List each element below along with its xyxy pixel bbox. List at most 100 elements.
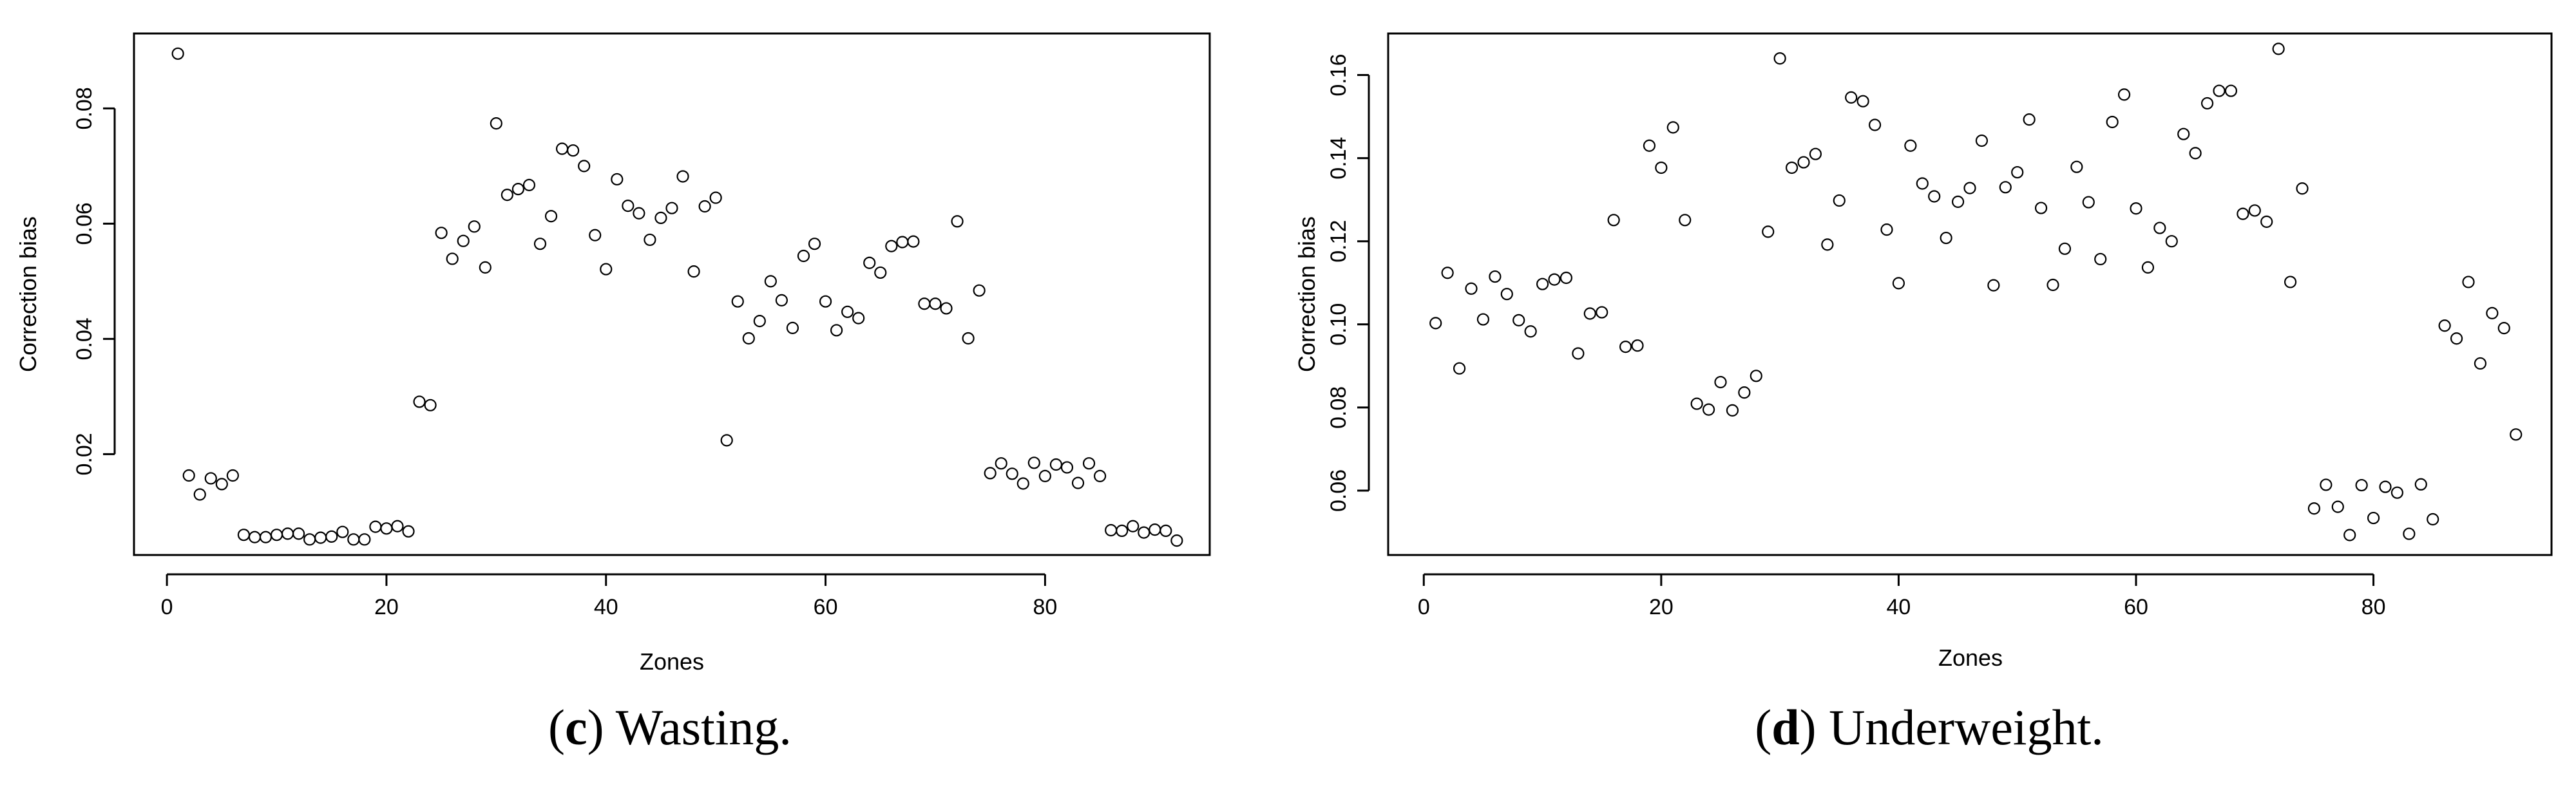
data-point: [2177, 127, 2190, 140]
data-point: [1762, 225, 1775, 238]
y-axis-label: Correction bias: [15, 216, 41, 372]
data-point: [2390, 486, 2404, 499]
x-axis: 0 20 40 60 80: [1418, 573, 2385, 619]
data-point: [2427, 513, 2439, 526]
data-point: [633, 207, 645, 220]
data-point: [698, 200, 711, 213]
data-point: [555, 142, 569, 155]
data-point: [1951, 195, 1965, 208]
data-point: [457, 234, 470, 247]
data-point: [1093, 469, 1107, 482]
data-point: [2082, 196, 2095, 209]
data-point: [2367, 511, 2380, 525]
data-point: [1572, 347, 1585, 360]
data-point: [622, 200, 634, 212]
data-point: [2450, 332, 2463, 345]
data-point: [2058, 242, 2072, 255]
data-point: [830, 324, 843, 337]
data-point: [951, 215, 964, 228]
data-point: [1702, 403, 1715, 416]
data-point: [2224, 84, 2238, 97]
data-point: [1679, 214, 1692, 227]
data-point: [753, 315, 766, 328]
data-point: [720, 434, 733, 447]
data-point: [1560, 271, 1573, 285]
data-point: [314, 531, 327, 544]
data-point: [896, 236, 909, 249]
data-point: [1082, 457, 1096, 470]
data-point: [1512, 314, 1525, 326]
data-point: [2248, 204, 2261, 217]
data-point: [391, 520, 404, 532]
data-point: [402, 525, 415, 538]
data-point: [2011, 165, 2024, 179]
data-point: [2343, 529, 2356, 541]
data-point: [1940, 231, 1952, 245]
data-point: [1892, 277, 1905, 290]
data-point: [1453, 362, 1466, 375]
x-tick-label: 40: [1887, 595, 1911, 619]
data-point: [1738, 386, 1751, 399]
data-point: [511, 183, 525, 196]
data-point: [248, 531, 262, 543]
data-point: [1963, 182, 1976, 194]
data-point: [2070, 160, 2083, 173]
data-point: [2213, 84, 2226, 97]
data-point: [1785, 161, 1798, 174]
data-point: [644, 233, 656, 247]
data-point: [1524, 325, 1537, 338]
data-point: [2438, 319, 2451, 332]
data-point: [2284, 276, 2297, 288]
x-tick-label: 0: [161, 595, 173, 619]
data-point: [687, 265, 700, 278]
data-point: [2272, 42, 2285, 55]
x-tick-label: 20: [374, 595, 399, 619]
data-point: [885, 240, 898, 252]
data-point: [2486, 306, 2499, 319]
data-point: [1690, 397, 1703, 410]
data-point: [215, 478, 228, 491]
data-point: [808, 238, 821, 250]
data-point: [1631, 339, 1644, 352]
data-point: [1149, 523, 1161, 536]
data-point: [303, 533, 316, 546]
data-point: [1714, 375, 1727, 389]
x-tick-label: 40: [594, 595, 618, 619]
data-point: [380, 522, 393, 535]
data-point: [2189, 147, 2202, 160]
data-point: [171, 47, 184, 60]
data-point: [270, 529, 283, 541]
data-point: [2462, 276, 2475, 288]
data-point: [841, 305, 854, 318]
data-point: [1027, 456, 1040, 469]
data-point: [852, 312, 865, 324]
x-tick-label: 20: [1649, 595, 1674, 619]
data-point: [2510, 428, 2523, 441]
data-point: [665, 202, 678, 214]
data-point: [226, 469, 239, 482]
data-point: [1441, 267, 1454, 279]
x-axis-label: Zones: [1938, 644, 2003, 671]
data-point: [1619, 341, 1632, 353]
y-tick-label: 0.14: [1326, 137, 1351, 180]
data-point: [962, 332, 975, 345]
caption-letter: d: [1771, 699, 1800, 755]
y-axis-label: Correction bias: [1293, 216, 1320, 372]
underweight-chart: 0 20 40 60 80 0.06 0.08 0.10 0.12 0.14 0.16 Zones…: [1293, 32, 2553, 671]
data-point: [2046, 278, 2059, 292]
data-point: [1821, 238, 1834, 251]
y-tick-label: 0.04: [72, 317, 97, 360]
data-point: [2141, 261, 2155, 274]
data-point: [654, 211, 667, 225]
data-point: [292, 527, 305, 540]
data-point: [2117, 88, 2131, 101]
data-point: [1928, 190, 1941, 203]
data-point: [2106, 115, 2119, 129]
x-tick-label: 60: [814, 595, 838, 619]
y-tick-label: 0.16: [1326, 53, 1351, 96]
x-axis-label: Zones: [640, 648, 704, 675]
data-point: [589, 229, 602, 241]
data-point: [446, 252, 459, 265]
data-point: [731, 295, 744, 308]
data-point: [1833, 194, 1846, 207]
